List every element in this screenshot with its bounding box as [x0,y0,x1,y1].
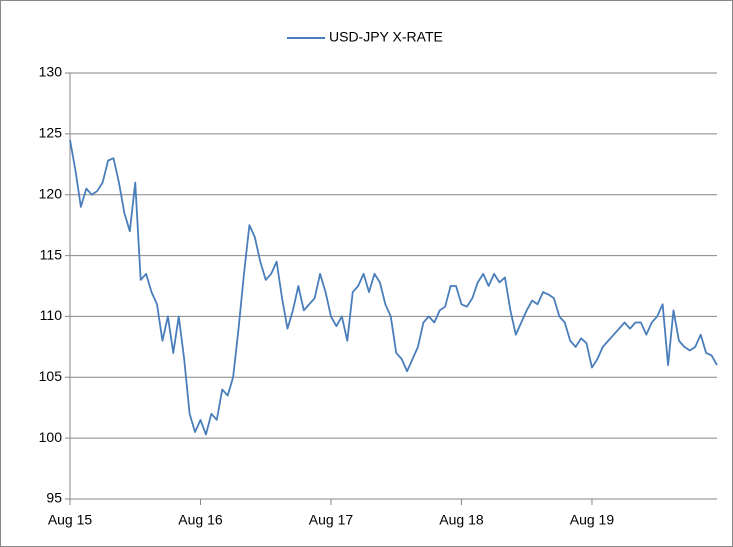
data-line [69,139,718,436]
x-tick-label: Aug 18 [439,512,484,528]
y-tick-label: 95 [46,490,62,506]
y-tick-label: 110 [40,307,63,323]
legend-label: USD-JPY X-RATE [329,29,443,45]
y-tick-label: 130 [39,64,63,80]
x-tick-label: Aug 19 [570,512,615,528]
y-tick-label: 125 [39,125,63,141]
x-tick-label: Aug 17 [309,512,354,528]
y-tick-label: 100 [39,429,63,445]
y-tick-label: 120 [39,185,63,201]
x-tick-label: Aug 15 [48,512,93,528]
x-tick-label: Aug 16 [178,512,223,528]
y-tick-label: 105 [39,368,63,384]
y-tick-label: 115 [40,246,63,262]
